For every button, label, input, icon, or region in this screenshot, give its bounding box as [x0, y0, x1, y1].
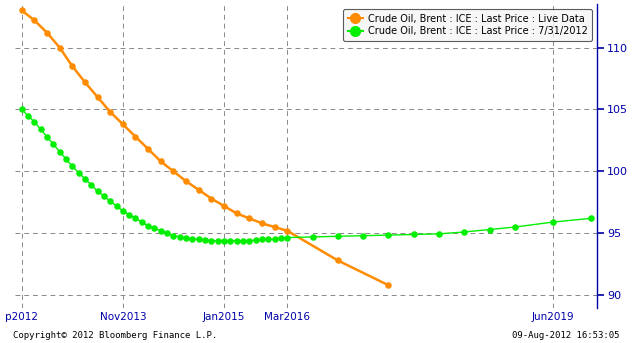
- Point: [225, 238, 235, 244]
- Point: [250, 237, 260, 243]
- Text: 09-Aug-2012 16:53:05: 09-Aug-2012 16:53:05: [512, 331, 619, 340]
- Point: [276, 235, 286, 241]
- Point: [231, 238, 241, 244]
- Point: [206, 196, 216, 201]
- Point: [548, 219, 558, 225]
- Point: [434, 231, 444, 237]
- Point: [143, 146, 153, 152]
- Point: [308, 234, 318, 240]
- Point: [23, 113, 33, 118]
- Point: [42, 30, 52, 35]
- Point: [333, 258, 343, 263]
- Point: [48, 141, 58, 147]
- Point: [270, 224, 280, 230]
- Point: [149, 226, 159, 231]
- Point: [270, 236, 280, 241]
- Point: [16, 107, 27, 112]
- Text: Copyright© 2012 Bloomberg Finance L.P.: Copyright© 2012 Bloomberg Finance L.P.: [13, 331, 217, 340]
- Point: [162, 230, 172, 236]
- Point: [61, 156, 71, 162]
- Point: [80, 80, 90, 85]
- Point: [130, 134, 140, 139]
- Point: [124, 212, 134, 217]
- Point: [257, 237, 267, 242]
- Point: [586, 216, 596, 221]
- Point: [35, 127, 46, 132]
- Point: [187, 236, 197, 241]
- Point: [130, 216, 140, 221]
- Point: [118, 208, 128, 214]
- Legend: Crude Oil, Brent : ICE : Last Price : Live Data, Crude Oil, Brent : ICE : Last P: Crude Oil, Brent : ICE : Last Price : Li…: [343, 9, 592, 41]
- Point: [54, 149, 64, 154]
- Point: [238, 238, 248, 244]
- Point: [29, 119, 39, 125]
- Point: [384, 283, 394, 288]
- Point: [231, 211, 241, 216]
- Point: [333, 234, 343, 239]
- Point: [105, 198, 115, 204]
- Point: [193, 187, 204, 193]
- Point: [219, 203, 229, 209]
- Point: [181, 235, 191, 241]
- Point: [16, 8, 27, 13]
- Point: [92, 94, 102, 100]
- Point: [264, 237, 274, 242]
- Point: [219, 238, 229, 244]
- Point: [105, 109, 115, 115]
- Point: [155, 228, 166, 234]
- Point: [283, 228, 293, 234]
- Point: [137, 219, 147, 225]
- Point: [67, 63, 77, 69]
- Point: [257, 221, 267, 226]
- Point: [42, 134, 52, 139]
- Point: [168, 168, 178, 174]
- Point: [283, 235, 293, 240]
- Point: [459, 229, 470, 235]
- Point: [244, 238, 254, 244]
- Point: [111, 203, 121, 209]
- Point: [67, 164, 77, 169]
- Point: [181, 178, 191, 184]
- Point: [168, 233, 178, 238]
- Point: [86, 182, 96, 188]
- Point: [99, 193, 109, 199]
- Point: [212, 238, 222, 244]
- Point: [118, 121, 128, 127]
- Point: [54, 45, 64, 50]
- Point: [510, 224, 520, 230]
- Point: [174, 234, 185, 240]
- Point: [73, 170, 83, 175]
- Point: [358, 233, 368, 238]
- Point: [200, 237, 210, 243]
- Point: [29, 17, 39, 23]
- Point: [409, 232, 419, 237]
- Point: [80, 176, 90, 181]
- Point: [143, 223, 153, 228]
- Point: [155, 159, 166, 164]
- Point: [485, 227, 495, 232]
- Point: [92, 188, 102, 194]
- Point: [206, 238, 216, 244]
- Point: [193, 237, 204, 242]
- Point: [244, 216, 254, 221]
- Point: [384, 232, 394, 238]
